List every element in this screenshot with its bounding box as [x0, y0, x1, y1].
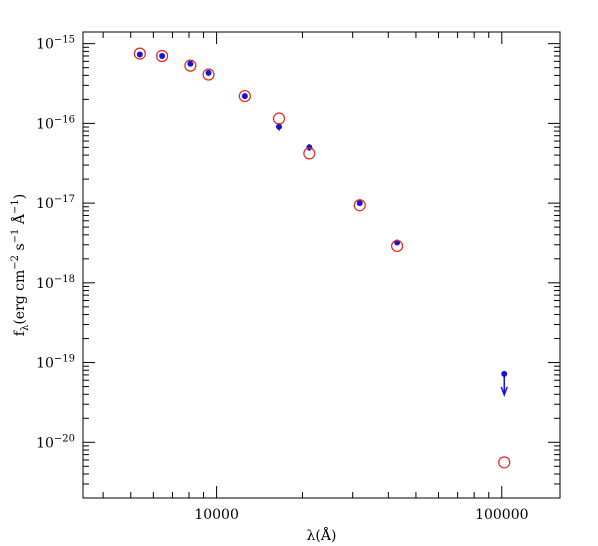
y-tick-label: 10−16 — [36, 114, 75, 132]
x-tick-label: 100000 — [475, 507, 528, 523]
plot-frame — [82, 31, 561, 499]
axis-label-part: −2 — [10, 255, 21, 270]
y-tick-exponent: −20 — [54, 433, 75, 444]
y-tick-base: 10 — [36, 116, 54, 132]
model-point — [391, 239, 404, 253]
model-point — [184, 59, 197, 72]
y-tick-label: 10−17 — [36, 194, 75, 212]
model-point — [238, 89, 251, 103]
model-point — [498, 456, 511, 469]
data-point — [241, 93, 248, 100]
data-point — [356, 200, 363, 207]
y-tick-label: 10−20 — [36, 433, 75, 451]
model-point — [272, 112, 286, 125]
y-tick-label: 10−15 — [36, 35, 75, 53]
data-point — [159, 52, 166, 59]
axis-label-part: −1 — [10, 199, 21, 214]
axis-label-part: Å — [10, 213, 28, 228]
data-point — [276, 123, 283, 130]
data-point — [136, 51, 143, 58]
model-point — [303, 147, 316, 160]
data-point — [205, 69, 212, 76]
y-tick-base: 10 — [36, 196, 54, 212]
axis-label-part: −1 — [10, 229, 21, 244]
y-tick-exponent: −18 — [54, 274, 75, 285]
axis-label-part: f — [12, 329, 28, 336]
x-axis-label: λ(Å) — [307, 526, 337, 544]
axis-label-part: λ(Å) — [307, 526, 337, 544]
model-point — [353, 199, 366, 212]
y-tick-base: 10 — [36, 356, 54, 372]
model-point — [202, 68, 215, 81]
y-tick-exponent: −15 — [54, 35, 75, 46]
y-axis-label: fλ(erg cm−2 s−1 Å−1) — [10, 194, 31, 336]
y-tick-label: 10−18 — [36, 274, 75, 292]
y-tick-exponent: −16 — [54, 114, 75, 125]
y-tick-base: 10 — [36, 37, 54, 53]
axis-label-part: s — [12, 243, 28, 255]
axis-label-part: ) — [12, 194, 28, 199]
y-tick-base: 10 — [36, 435, 54, 451]
data-point — [501, 370, 508, 377]
data-point — [187, 60, 194, 67]
model-point — [133, 47, 146, 60]
axis-label-part: λ — [20, 324, 31, 331]
model-point — [156, 49, 169, 63]
y-tick-exponent: −19 — [54, 354, 75, 365]
axis-label-part: (erg cm — [12, 270, 28, 325]
y-tick-base: 10 — [36, 276, 54, 292]
y-tick-label: 10−19 — [36, 354, 75, 372]
x-tick-label: 10000 — [194, 507, 239, 523]
y-tick-exponent: −17 — [54, 194, 75, 205]
upper-limit-arrowhead — [500, 386, 508, 398]
